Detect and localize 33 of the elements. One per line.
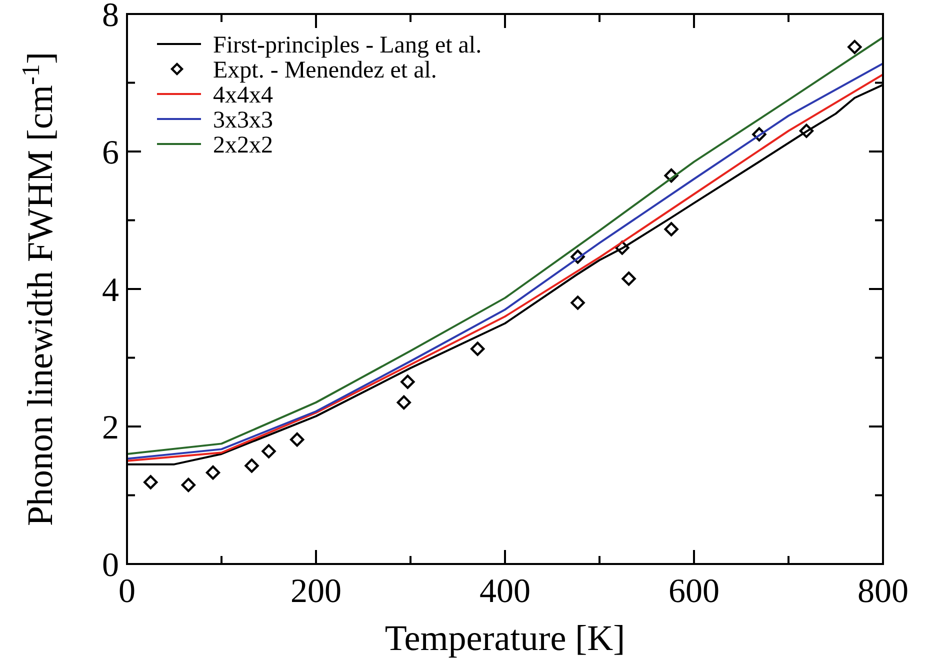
- point: [181, 478, 196, 492]
- point: [570, 296, 585, 310]
- point: [615, 240, 630, 255]
- x-axis-title: Temperature [K]: [384, 618, 626, 658]
- x-tick-label: 600: [668, 573, 720, 610]
- point: [848, 40, 862, 54]
- point: [664, 168, 678, 183]
- x-tick-label: 400: [480, 573, 530, 610]
- point: [570, 250, 585, 264]
- point: [400, 374, 415, 389]
- point: [799, 124, 814, 138]
- point: [664, 222, 678, 236]
- y-tick-label: 8: [102, 0, 119, 34]
- point: [622, 272, 636, 286]
- legend-label: 4x4x4: [213, 82, 273, 108]
- point: [290, 432, 304, 447]
- point: [470, 342, 485, 356]
- legend-label: 3x3x3: [213, 107, 273, 134]
- y-tick-label: 2: [102, 409, 119, 446]
- y-tick-label: 4: [102, 272, 119, 309]
- legend-label: First-principles - Lang et al.: [213, 32, 482, 58]
- legend-label: Expt. - Menendez et al.: [213, 57, 437, 84]
- point: [144, 475, 158, 490]
- x-tick-label: 200: [290, 573, 342, 610]
- y-tick-label: 6: [102, 134, 119, 172]
- point: [396, 395, 411, 410]
- legend-label: 2x2x2: [213, 132, 273, 158]
- point: [752, 127, 766, 142]
- x-tick-label: 800: [858, 573, 908, 610]
- point: [244, 458, 259, 473]
- y-tick-label: 0: [102, 546, 119, 584]
- point: [262, 444, 276, 458]
- point: [206, 465, 220, 480]
